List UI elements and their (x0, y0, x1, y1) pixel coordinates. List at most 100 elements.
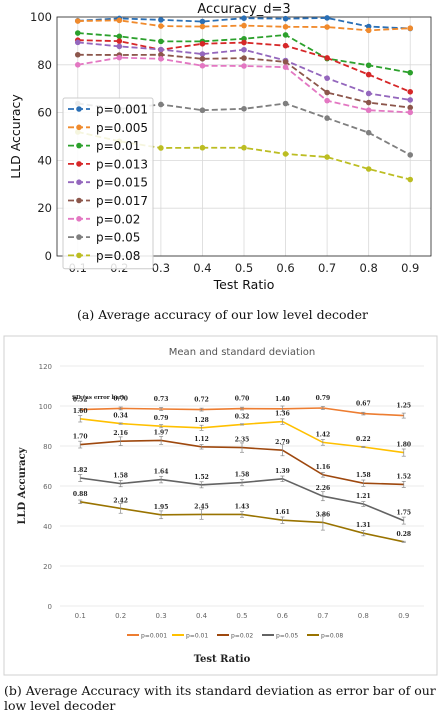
x-tick-label: 0.4 (196, 612, 208, 620)
sd-label: 1.42 (316, 431, 331, 438)
x-tick-label: 0.7 (318, 261, 336, 275)
sd-label: 2.45 (194, 503, 209, 510)
series-p=0.017 (74, 51, 414, 111)
data-point (199, 40, 206, 47)
sd-label: 1.58 (113, 473, 128, 480)
data-point (199, 144, 206, 151)
data-point (74, 51, 81, 58)
chart-frame (3, 335, 438, 676)
y-tick-label: 40 (37, 153, 52, 167)
sd-label: 1.64 (154, 469, 169, 476)
data-point (365, 27, 372, 34)
data-point (407, 104, 414, 111)
x-tick-label: 0.6 (277, 612, 289, 620)
data-point (158, 101, 164, 108)
data-point (199, 18, 206, 25)
legend-marker (76, 161, 82, 167)
series-p=0.001: 0.52 0.70 0.73 0.72 0.70 1.40 0.79 0.67 1.25 (73, 395, 411, 419)
sd-label: 0.72 (194, 397, 209, 404)
sd-label: 0.70 (113, 395, 128, 402)
data-point (116, 38, 123, 44)
data-point (158, 145, 164, 151)
sd-label: 1.95 (154, 504, 169, 511)
series-p=0.02: 1.70 2.16 1.97 1.12 2.35 2.79 1.16 1.58 1.52 (73, 429, 411, 488)
data-point (282, 59, 289, 65)
series-p=0.02 (74, 54, 414, 116)
data-point (199, 62, 206, 69)
legend-label: p=0.08 (321, 633, 343, 640)
legend-label: p=0.05 (276, 633, 298, 640)
x-tick-label: 0.5 (235, 261, 253, 275)
data-point (365, 107, 372, 114)
chart-b: Mean and standard deviation 0 20 40 60 80 100 1… (3, 335, 438, 676)
legend-marker (76, 216, 82, 222)
legend-marker (76, 197, 82, 204)
data-point (199, 56, 206, 62)
legend-marker (76, 124, 82, 131)
data-point (324, 115, 330, 121)
data-point (158, 51, 164, 58)
chart-a: 0204060801000.10.20.30.40.50.60.70.80.9A… (8, 2, 432, 292)
sd-label: 0.70 (235, 396, 250, 403)
data-point (282, 42, 289, 49)
sd-label: 1.39 (275, 468, 290, 475)
sd-label: 0.67 (356, 401, 371, 408)
sd-label: 0.32 (235, 413, 250, 420)
data-point (74, 62, 81, 68)
annotation-sd: SD (as error bar) (72, 394, 125, 401)
sd-label: 1.97 (154, 429, 169, 436)
data-point (199, 23, 206, 30)
legend-label: p=0.01 (186, 633, 208, 640)
data-point (199, 107, 206, 114)
x-tick-label: 0.9 (398, 612, 409, 620)
legend-label: p=0.015 (96, 176, 148, 190)
data-point (365, 129, 372, 136)
data-point (407, 176, 414, 183)
data-point (324, 55, 330, 61)
sd-label: 1.52 (194, 474, 209, 481)
chart-title: Mean and standard deviation (169, 347, 315, 358)
series-p=0.08: 0.88 2.42 1.95 2.45 1.43 1.61 3.86 1.31 0.28 (73, 491, 411, 543)
sd-label: 1.58 (356, 472, 371, 479)
series-p=0.015 (74, 39, 414, 103)
legend-box (62, 97, 154, 270)
data-point (365, 90, 372, 97)
legend-label: p=0.001 (141, 633, 167, 640)
data-point (282, 32, 289, 38)
data-point (158, 38, 164, 45)
legend-label: p=0.02 (231, 633, 253, 640)
sd-label: 2.35 (235, 437, 250, 444)
data-point (158, 23, 164, 29)
sd-label: 1.80 (396, 442, 411, 449)
caption-b: (b) Average Accuracy with its standard d… (4, 683, 436, 713)
sd-label: 1.60 (73, 408, 88, 415)
data-point (365, 166, 372, 172)
sd-label: 1.61 (275, 509, 290, 516)
data-point (241, 144, 247, 151)
sd-label: 2.16 (113, 430, 128, 437)
legend-marker (76, 179, 82, 185)
series-p=0.05: 1.82 1.58 1.64 1.52 1.58 1.39 2.26 1.21 1.75 (73, 467, 411, 525)
data-point (241, 22, 247, 29)
sd-label: 2.79 (275, 439, 290, 446)
data-point (116, 33, 123, 40)
data-point (324, 97, 330, 104)
y-tick-label: 100 (39, 403, 52, 411)
y-tick-label: 20 (43, 563, 52, 571)
y-tick-label: 100 (30, 10, 52, 24)
data-point (74, 30, 81, 36)
x-tick-label: 0.7 (317, 612, 328, 620)
sd-label: 1.16 (316, 464, 331, 471)
data-point (241, 105, 247, 112)
data-point (324, 154, 330, 160)
sd-label: 1.36 (275, 411, 290, 418)
legend-label: p=0.017 (96, 194, 148, 208)
sd-label: 0.73 (154, 396, 169, 403)
sd-label: 0.22 (356, 436, 371, 443)
legend-label: p=0.02 (96, 212, 140, 226)
sd-label: 0.28 (396, 531, 411, 538)
data-point (407, 25, 414, 32)
data-point (241, 15, 247, 21)
sd-label: 0.52 (73, 397, 88, 404)
x-tick-label: 0.8 (360, 261, 378, 275)
